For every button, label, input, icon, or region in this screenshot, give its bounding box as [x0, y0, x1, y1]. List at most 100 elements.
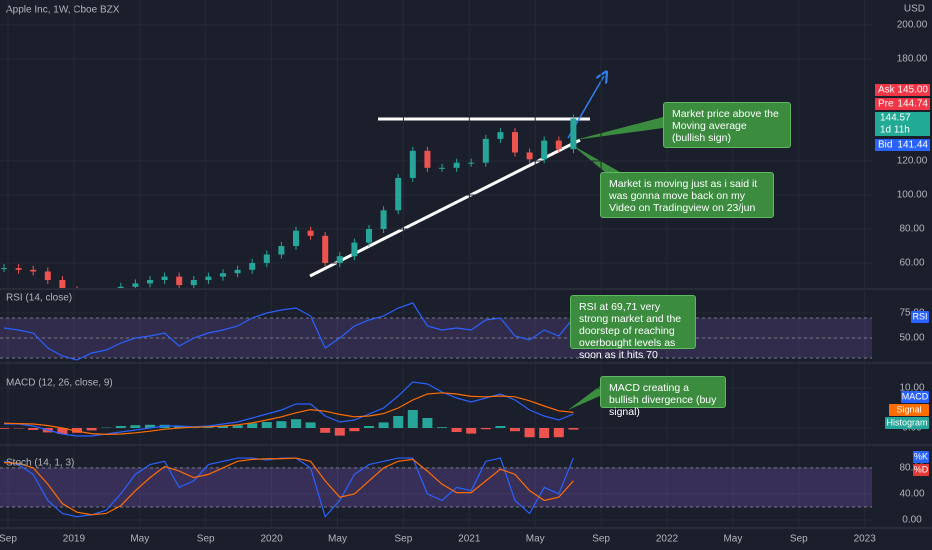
- candle: [570, 118, 577, 150]
- candle: [44, 271, 51, 281]
- x-tick-label: Sep: [592, 534, 610, 545]
- histogram-bar: [568, 428, 579, 430]
- histogram-bar: [407, 410, 418, 428]
- badge-price: 144.74: [897, 99, 928, 110]
- tag-label: %D: [914, 464, 929, 474]
- y-tick-label: 100.00: [897, 190, 928, 201]
- y-tick-label: 50.00: [899, 333, 924, 344]
- candle: [1, 268, 7, 270]
- candle: [453, 162, 460, 168]
- histogram-bar: [86, 428, 97, 431]
- candles: [1, 114, 577, 297]
- callout: MACD creating a bullish divergence (buy …: [600, 376, 726, 418]
- candle: [30, 269, 37, 272]
- indicator-line: [3, 457, 574, 516]
- y-tick-label: 80.00: [899, 462, 924, 473]
- tag-label: %K: [914, 451, 928, 461]
- histogram-bar: [437, 427, 447, 428]
- histogram-bar: [510, 428, 520, 432]
- candle: [176, 276, 183, 286]
- candle: [205, 276, 212, 281]
- histogram-bar: [495, 426, 506, 428]
- y-tick-label: 40.00: [899, 489, 924, 500]
- candle: [220, 273, 226, 277]
- badge-price: 145.00: [897, 85, 928, 96]
- histogram-bar: [57, 428, 68, 434]
- histogram-bar: [261, 422, 272, 428]
- histogram-bar: [0, 428, 9, 429]
- histogram-bar: [203, 427, 214, 428]
- indicator-line: [3, 392, 574, 436]
- candle: [161, 276, 168, 281]
- histogram-bar: [553, 428, 564, 438]
- callout: RSI at 69,71 very strong market and the …: [570, 295, 696, 361]
- x-tick-label: 2023: [854, 534, 877, 545]
- tag-label: Histogram: [886, 417, 927, 427]
- tag-label: RSI: [912, 311, 927, 321]
- tag: [913, 451, 929, 463]
- candle: [439, 167, 445, 169]
- candle: [541, 140, 548, 160]
- price-badge: [875, 139, 930, 151]
- callout: Market price above the Moving average (b…: [663, 102, 791, 148]
- band: [0, 467, 872, 507]
- badge-price: 144.57: [880, 113, 911, 124]
- x-tick-label: Sep: [197, 534, 215, 545]
- y-tick-label: 10.00: [899, 383, 924, 394]
- x-tick-label: Sep: [395, 534, 413, 545]
- candle: [190, 280, 197, 286]
- histogram-bar: [130, 425, 141, 428]
- candle: [409, 150, 416, 179]
- candle: [366, 229, 372, 243]
- price-badge: [875, 98, 930, 110]
- pane-label: Stoch (14, 1, 3): [6, 458, 74, 469]
- callout-pointer: [575, 117, 663, 140]
- histogram-bar: [378, 422, 389, 428]
- badge-price: 141.44: [897, 140, 928, 151]
- candle: [293, 230, 299, 247]
- candle: [74, 290, 80, 297]
- y-tick-label: 180.00: [897, 54, 928, 65]
- currency: USD: [904, 4, 925, 15]
- histogram-bar: [72, 428, 82, 433]
- price-badge: [875, 84, 930, 96]
- x-tick-label: May: [723, 534, 742, 545]
- x-tick-label: May: [130, 534, 149, 545]
- tag-label: MACD: [902, 391, 929, 401]
- candle: [89, 294, 95, 297]
- x-tick-label: 2021: [458, 534, 481, 545]
- candle: [351, 242, 358, 257]
- callout: Market is moving just as i said it was g…: [600, 172, 774, 218]
- candle: [322, 235, 329, 264]
- y-tick-label: 200.00: [897, 20, 928, 31]
- candle: [512, 132, 518, 153]
- tag: [913, 464, 929, 476]
- candle: [103, 292, 109, 294]
- tag: [911, 311, 929, 323]
- candle: [526, 152, 533, 160]
- histogram-bar: [393, 416, 404, 428]
- badge-name: Bid: [878, 140, 892, 151]
- histogram-bar: [218, 426, 228, 428]
- x-tick-label: May: [526, 534, 545, 545]
- callout-pointer: [572, 145, 620, 172]
- histogram-bar: [349, 428, 360, 432]
- candle: [249, 263, 256, 270]
- tag: [885, 417, 929, 429]
- histogram-bar: [364, 426, 374, 428]
- histogram-bar: [480, 428, 491, 430]
- indicator-line: [3, 302, 574, 361]
- histogram-bar: [451, 428, 462, 432]
- candle: [15, 268, 22, 270]
- x-tick-label: Sep: [790, 534, 808, 545]
- candle: [555, 140, 562, 150]
- tag: [889, 404, 929, 416]
- candle: [117, 286, 124, 288]
- chart-title: Apple Inc, 1W, Cboe BZX: [6, 5, 120, 16]
- candle: [147, 280, 153, 284]
- y-tick-label: 120.00: [897, 156, 928, 167]
- tag: [901, 391, 929, 403]
- candle: [307, 230, 314, 236]
